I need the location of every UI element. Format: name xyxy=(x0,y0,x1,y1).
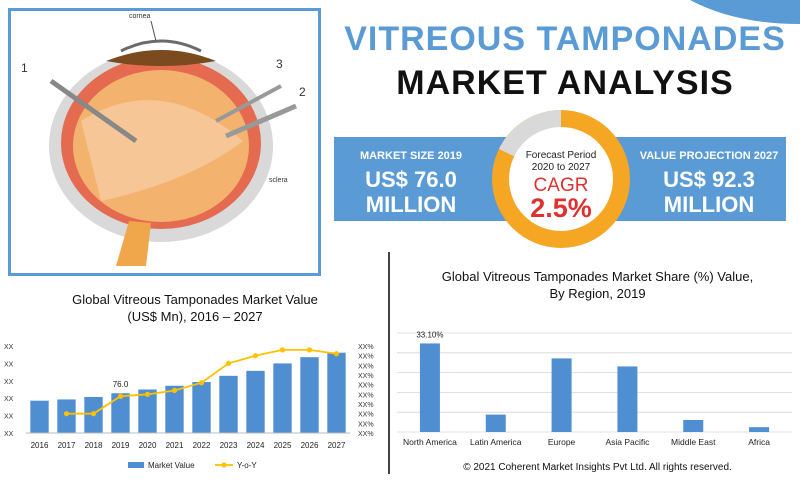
y-right-tick-label: XX% xyxy=(358,412,374,419)
x-tick-label: Asia Pacific xyxy=(605,437,650,447)
left-chart-title-line2: (US$ Mn), 2016 – 2027 xyxy=(127,309,263,324)
x-tick-label: 2027 xyxy=(328,441,346,450)
yoy-point xyxy=(225,360,232,366)
data-label: 33.10% xyxy=(416,330,443,339)
y-left-tick-label: XX xyxy=(4,379,14,386)
label-1: 1 xyxy=(21,61,28,75)
y-right-tick-label: XX% xyxy=(358,421,374,428)
y-right-tick-label: XX% xyxy=(358,373,374,380)
bar xyxy=(111,393,130,433)
x-tick-label: Africa xyxy=(748,437,770,447)
bar xyxy=(138,389,157,433)
market-size-label: MARKET SIZE 2019 xyxy=(359,150,463,162)
yoy-point xyxy=(90,411,97,417)
bar xyxy=(192,382,211,433)
x-tick-label: 2024 xyxy=(247,441,265,450)
x-tick-label: North America xyxy=(403,437,457,447)
forecast-line-2: 2020 to 2027 xyxy=(531,162,591,173)
bar xyxy=(419,343,440,432)
yoy-point xyxy=(198,380,205,386)
projection-label: VALUE PROJECTION 2027 xyxy=(639,150,779,162)
market-size-value-line2: MILLION xyxy=(365,192,457,217)
x-tick-label: 2017 xyxy=(58,441,76,450)
title-line-1: VITREOUS TAMPONADES xyxy=(344,20,786,58)
y-right-tick-label: XX% xyxy=(358,402,374,409)
cagr-value: 2.5% xyxy=(530,193,592,223)
x-tick-label: 2019 xyxy=(112,441,130,450)
legend-market-value-swatch xyxy=(128,462,144,468)
yoy-point xyxy=(171,387,178,394)
bar xyxy=(219,375,238,433)
bar xyxy=(300,357,319,433)
chart-divider xyxy=(388,252,390,474)
bar xyxy=(165,385,184,433)
bar xyxy=(246,370,265,433)
x-tick-label: Europe xyxy=(548,437,576,447)
x-tick-label: 2021 xyxy=(166,441,184,450)
yoy-point xyxy=(144,391,151,397)
eye-diagram-panel: cornea 1 3 2 sclera xyxy=(8,8,321,276)
x-tick-label: 2022 xyxy=(193,441,211,450)
region-share-chart: North America Latin America Europe Asia Pac… xyxy=(397,330,792,447)
bar xyxy=(749,427,770,432)
label-sclera: sclera xyxy=(269,177,288,184)
x-tick-label: 2026 xyxy=(301,441,319,450)
right-chart-title-line1: Global Vitreous Tamponades Market Share … xyxy=(441,269,754,284)
legend-market-value-label: Market Value xyxy=(148,461,195,470)
bar xyxy=(327,352,346,433)
y-right-tick-label: XX% xyxy=(358,392,374,399)
y-left-tick-label: XX xyxy=(4,396,14,403)
y-right-tick-label: XX% xyxy=(358,363,374,370)
data-label: 76.0 xyxy=(113,380,129,389)
projection-value-line1: US$ 92.3 xyxy=(663,167,755,192)
copyright-notice: © 2021 Coherent Market Insights Pvt Ltd.… xyxy=(463,462,732,473)
x-tick-label: 2016 xyxy=(31,441,49,450)
y-left-tick-label: XX xyxy=(4,414,14,421)
x-tick-label: 2025 xyxy=(274,441,292,450)
x-tick-label: 2020 xyxy=(139,441,157,450)
x-tick-label: Latin America xyxy=(470,437,522,447)
bar xyxy=(273,363,292,433)
yoy-point xyxy=(333,351,340,357)
forecast-line-1: Forecast Period xyxy=(525,150,597,161)
yoy-point xyxy=(252,353,259,359)
x-tick-label: 2018 xyxy=(85,441,103,450)
title-line-2: MARKET ANALYSIS xyxy=(396,64,734,102)
bar xyxy=(683,419,704,432)
yoy-point xyxy=(117,393,124,399)
y-right-tick-label: XX% xyxy=(358,344,374,351)
yoy-point xyxy=(306,347,313,353)
bar xyxy=(30,400,49,433)
bar xyxy=(485,414,506,432)
corner-decoration xyxy=(690,0,800,24)
right-chart-title: Global Vitreous Tamponades Market Share … xyxy=(395,268,800,302)
legend-yoy-marker xyxy=(221,462,227,468)
forecast-period-label: Forecast Period 2020 to 2027 xyxy=(491,150,631,174)
cagr-donut xyxy=(492,110,630,248)
yoy-point xyxy=(63,411,70,417)
y-left-tick-label: XX xyxy=(4,344,14,351)
x-tick-label: 2023 xyxy=(220,441,238,450)
projection-value-line2: MILLION xyxy=(663,192,755,217)
left-chart-title: Global Vitreous Tamponades Market Value … xyxy=(0,291,390,325)
market-value-chart: XX XX XX XX XX XX XX% XX% XX% XX% XX% XX% XX% XX% XX% X… xyxy=(4,344,374,470)
y-left-tick-label: XX xyxy=(4,431,14,438)
y-left-tick-label: XX xyxy=(4,361,14,368)
eye-anatomy-illustration xyxy=(49,20,297,266)
right-chart-title-line2: By Region, 2019 xyxy=(549,286,646,301)
y-right-tick-label: XX% xyxy=(358,431,374,438)
legend-yoy-label: Y-o-Y xyxy=(237,461,257,470)
x-tick-label: Middle East xyxy=(671,437,716,447)
label-2: 2 xyxy=(299,85,306,99)
cagr-label: CAGR xyxy=(533,175,589,196)
y-right-tick-label: XX% xyxy=(358,383,374,390)
y-right-tick-label: XX% xyxy=(358,354,374,361)
left-chart-title-line1: Global Vitreous Tamponades Market Value xyxy=(72,292,318,307)
label-3: 3 xyxy=(276,57,283,71)
yoy-point xyxy=(279,347,286,353)
label-cornea: cornea xyxy=(129,13,151,20)
market-size-value-line1: US$ 76.0 xyxy=(365,167,457,192)
bar xyxy=(617,366,638,432)
bar xyxy=(551,358,572,432)
